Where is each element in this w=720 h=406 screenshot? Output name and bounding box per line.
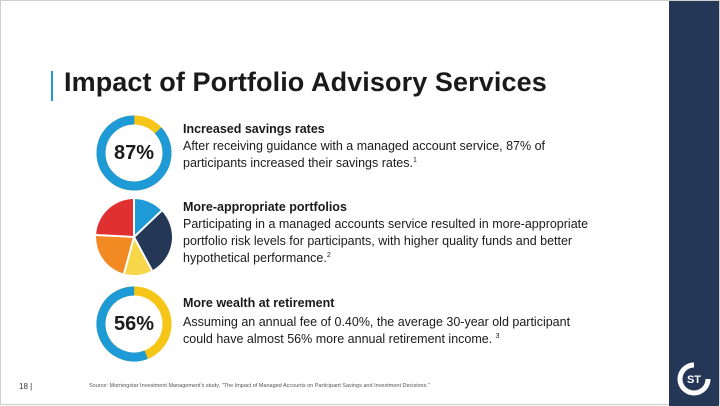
- donut-value-arc: [96, 286, 172, 362]
- pie-slice-yellow: [124, 237, 152, 276]
- item-body: Assuming an annual fee of 0.40%, the ave…: [183, 315, 571, 346]
- portfolio-pie-chart: [95, 198, 173, 276]
- title-accent-line: [51, 71, 53, 101]
- slide-title: Impact of Portfolio Advisory Services: [64, 67, 547, 97]
- donut-chart: [96, 115, 172, 191]
- pie-slice-orange: [96, 235, 134, 274]
- item-heading: Increased savings rates: [183, 122, 325, 136]
- pie-slice-navy: [134, 210, 173, 271]
- donut-chart: [96, 286, 172, 362]
- svg-text:ST: ST: [687, 374, 701, 386]
- item-heading: More wealth at retirement: [183, 296, 335, 310]
- donut-value: 56%: [113, 312, 155, 335]
- pie-chart: [96, 199, 173, 276]
- item-body: Participating in a managed accounts serv…: [183, 217, 589, 265]
- pie-slice-blue: [134, 199, 162, 237]
- item-body: After receiving guidance with a managed …: [183, 139, 546, 170]
- donut-value: 87%: [113, 141, 155, 164]
- savings-rate-donut: 87%: [95, 114, 173, 192]
- page-number: 18 |: [19, 382, 33, 391]
- brand-sidebar: ST: [669, 1, 719, 406]
- source-note: Source: Morningstar Investment Managemen…: [89, 383, 430, 389]
- item-heading: More-appropriate portfolios: [183, 200, 347, 214]
- pie-slice-red: [96, 199, 134, 237]
- retirement-wealth-donut: 56%: [95, 285, 173, 363]
- company-logo-icon: ST: [677, 362, 711, 396]
- donut-value-arc: [96, 115, 172, 191]
